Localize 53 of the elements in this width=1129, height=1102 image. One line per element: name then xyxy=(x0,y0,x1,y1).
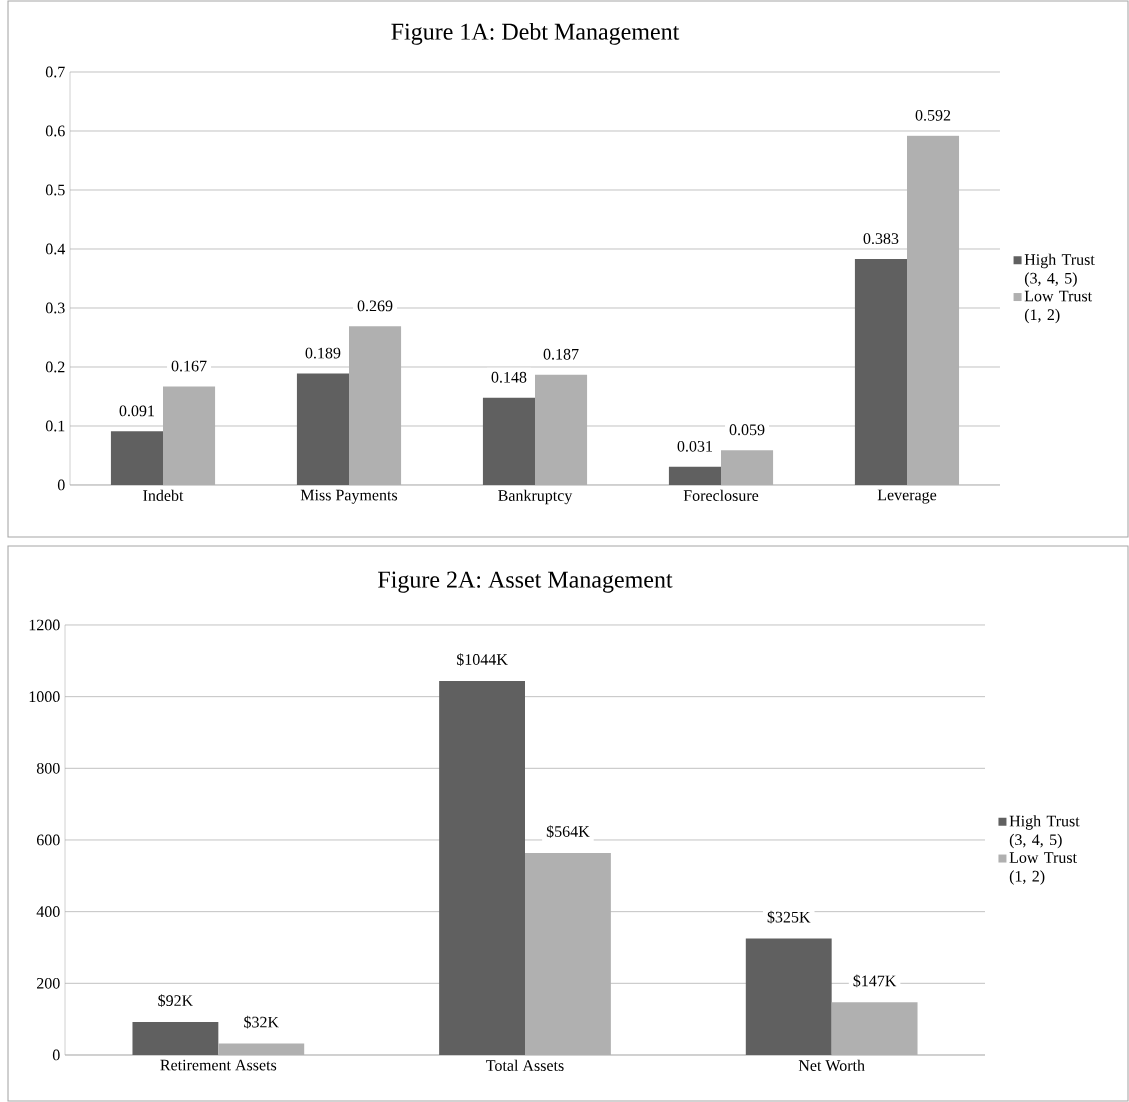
chart-title: Figure 2A: Asset Management xyxy=(378,571,673,593)
data-label: $92K xyxy=(158,994,194,1008)
legend-label: High Trust (3, 4, 5) xyxy=(1009,815,1080,849)
data-label: $325K xyxy=(767,910,811,924)
data-label: 0.167 xyxy=(171,360,207,372)
bar xyxy=(854,259,907,485)
y-tick-label: 200 xyxy=(37,977,60,989)
data-label: 0.269 xyxy=(357,300,393,312)
bar xyxy=(132,1022,219,1055)
x-tick-label: Net Worth xyxy=(798,1059,865,1072)
y-tick-label: 0.3 xyxy=(45,302,65,314)
y-tick-label: 0.2 xyxy=(45,361,65,373)
y-tick-label: 0.1 xyxy=(45,420,65,432)
y-tick-label: 600 xyxy=(36,834,60,846)
bar xyxy=(668,466,721,485)
data-label: 0.592 xyxy=(915,109,951,121)
y-tick-label: 0 xyxy=(52,1049,60,1061)
legend-label: Low Trust (1, 2) xyxy=(1024,290,1093,324)
data-label: $1044K xyxy=(456,653,508,666)
data-label: $564K xyxy=(546,825,590,838)
data-label: 0.091 xyxy=(119,405,155,417)
x-tick-label: Leverage xyxy=(877,489,937,504)
bar xyxy=(482,397,535,485)
data-label: 0.187 xyxy=(543,348,579,360)
y-tick-label: 1200 xyxy=(29,619,60,631)
y-tick-label: 0.4 xyxy=(45,243,66,255)
data-label: 0.059 xyxy=(729,424,765,436)
y-tick-label: 0.7 xyxy=(45,66,65,78)
data-label: 0.189 xyxy=(305,347,341,359)
x-tick-label: Indebt xyxy=(143,489,184,501)
bar xyxy=(439,680,525,1055)
chart-title: Figure 1A: Debt Management xyxy=(391,22,680,45)
bar xyxy=(296,373,349,485)
y-tick-label: 800 xyxy=(36,762,60,774)
data-label: 0.031 xyxy=(677,440,713,452)
x-tick-label: Total Assets xyxy=(486,1059,564,1071)
data-label: 0.383 xyxy=(863,233,899,245)
y-tick-label: 1000 xyxy=(29,691,60,703)
y-tick-label: 400 xyxy=(36,906,60,918)
y-tick-label: 0.6 xyxy=(45,125,65,137)
y-tick-label: 0.5 xyxy=(45,184,65,196)
x-tick-label: Bankruptcy xyxy=(498,489,573,505)
legend-label: Low Trust (1, 2) xyxy=(1009,852,1077,885)
y-tick-label: 0 xyxy=(57,479,65,491)
x-tick-label: Retirement Assets xyxy=(160,1059,277,1071)
bar xyxy=(745,938,832,1055)
legend-label: High Trust (3, 4, 5) xyxy=(1024,253,1095,287)
data-label: 0.148 xyxy=(491,371,527,383)
data-label: $32K xyxy=(244,1015,279,1029)
data-label: $147K xyxy=(853,974,897,988)
x-tick-label: Foreclosure xyxy=(683,489,759,501)
bar xyxy=(110,431,163,485)
x-tick-label: Miss Payments xyxy=(300,489,398,504)
